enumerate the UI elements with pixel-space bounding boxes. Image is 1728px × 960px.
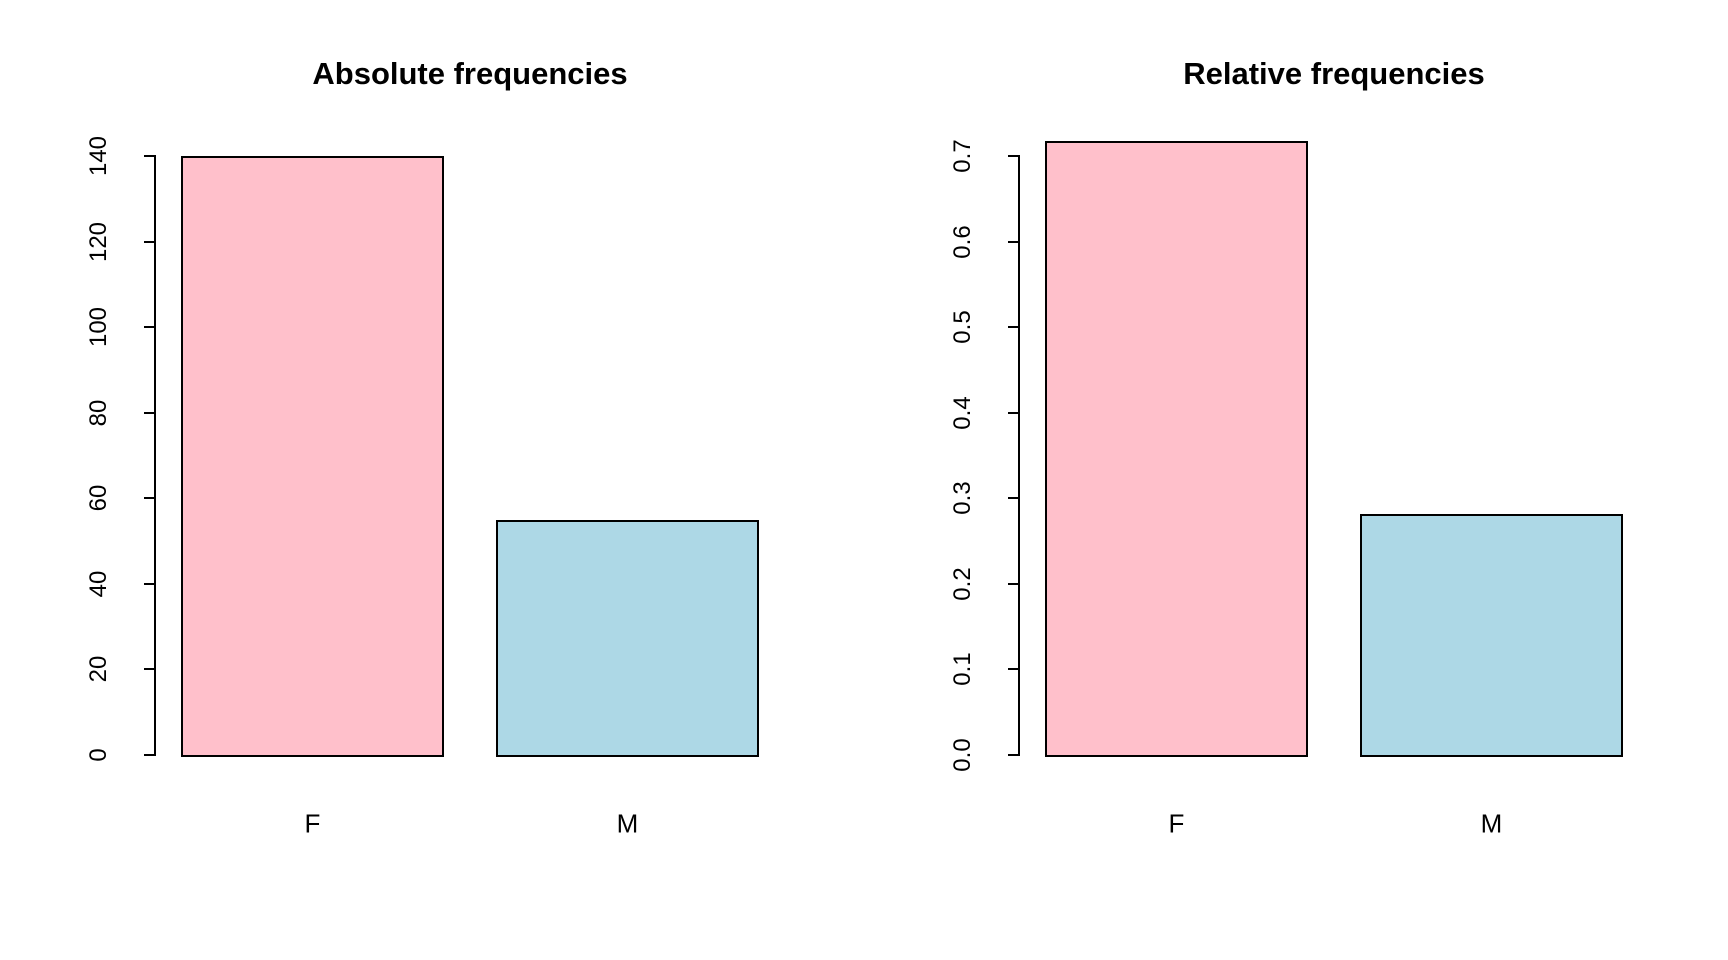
bar-F: [1045, 140, 1308, 757]
y-axis-tick-label: 0.6: [949, 224, 976, 259]
x-axis-label-M: M: [616, 808, 639, 839]
y-axis-tick-label: 40: [85, 570, 112, 598]
y-axis-tick-label: 140: [85, 135, 112, 177]
y-axis-tick-label: 0.5: [949, 310, 976, 344]
plot-area-absolute: 0 20 40 60 80 100 120 140 F M: [85, 135, 759, 839]
y-axis-tick: [1008, 411, 1018, 414]
chart-title-relative: Relative frequencies: [1183, 56, 1485, 91]
y-axis-tick: [144, 668, 154, 671]
y-axis-tick: [1008, 497, 1018, 500]
y-axis-tick: [144, 582, 154, 585]
bar-M: [496, 519, 759, 757]
y-axis-tick-label: 20: [85, 656, 112, 683]
y-axis-tick: [144, 155, 154, 157]
y-axis-tick: [1008, 240, 1018, 243]
y-axis-tick-label: 0.3: [949, 481, 976, 515]
y-axis-tick-label: 120: [85, 221, 112, 262]
y-axis-line: [1018, 155, 1020, 756]
y-axis-tick-label: 0.0: [949, 738, 976, 772]
x-axis-label-M: M: [1480, 808, 1503, 839]
y-axis-tick-label: 80: [85, 399, 112, 427]
y-axis-tick: [144, 326, 154, 329]
y-axis-tick: [1008, 326, 1018, 329]
y-axis-tick-label: 0.1: [949, 652, 976, 687]
relative-frequencies-panel: Relative frequencies 0.0 0.1 0.2 0.3 0.4 0.5 0…: [864, 0, 1728, 960]
y-axis-tick: [1008, 754, 1018, 756]
y-axis-tick: [1008, 155, 1018, 157]
y-axis-tick-label: 0.2: [949, 567, 976, 601]
x-axis-label-F: F: [304, 808, 321, 839]
y-axis-tick-label: 100: [85, 307, 112, 348]
y-axis-tick: [144, 754, 154, 756]
y-axis-line: [154, 155, 156, 756]
y-axis-tick: [144, 497, 154, 500]
y-axis-tick-label: 0: [85, 748, 112, 762]
plot-area-relative: 0.0 0.1 0.2 0.3 0.4 0.5 0.6 0.7 F M: [864, 0, 1728, 960]
bar-F: [181, 156, 444, 757]
chart-title-absolute: Absolute frequencies: [312, 56, 628, 91]
y-axis-tick-label: 60: [85, 484, 112, 512]
y-axis-tick: [144, 411, 154, 414]
bar-M: [1360, 513, 1623, 757]
y-axis-tick: [144, 240, 154, 243]
absolute-frequencies-panel: Absolute frequencies 0 20 40 60 80 100 120 140 F…: [85, 56, 759, 839]
y-axis-tick: [1008, 668, 1018, 671]
y-axis-tick: [1008, 582, 1018, 585]
x-axis-label-F: F: [1168, 808, 1185, 839]
y-axis-tick-label: 0.4: [949, 396, 976, 430]
y-axis-tick-label: 0.7: [949, 139, 976, 173]
